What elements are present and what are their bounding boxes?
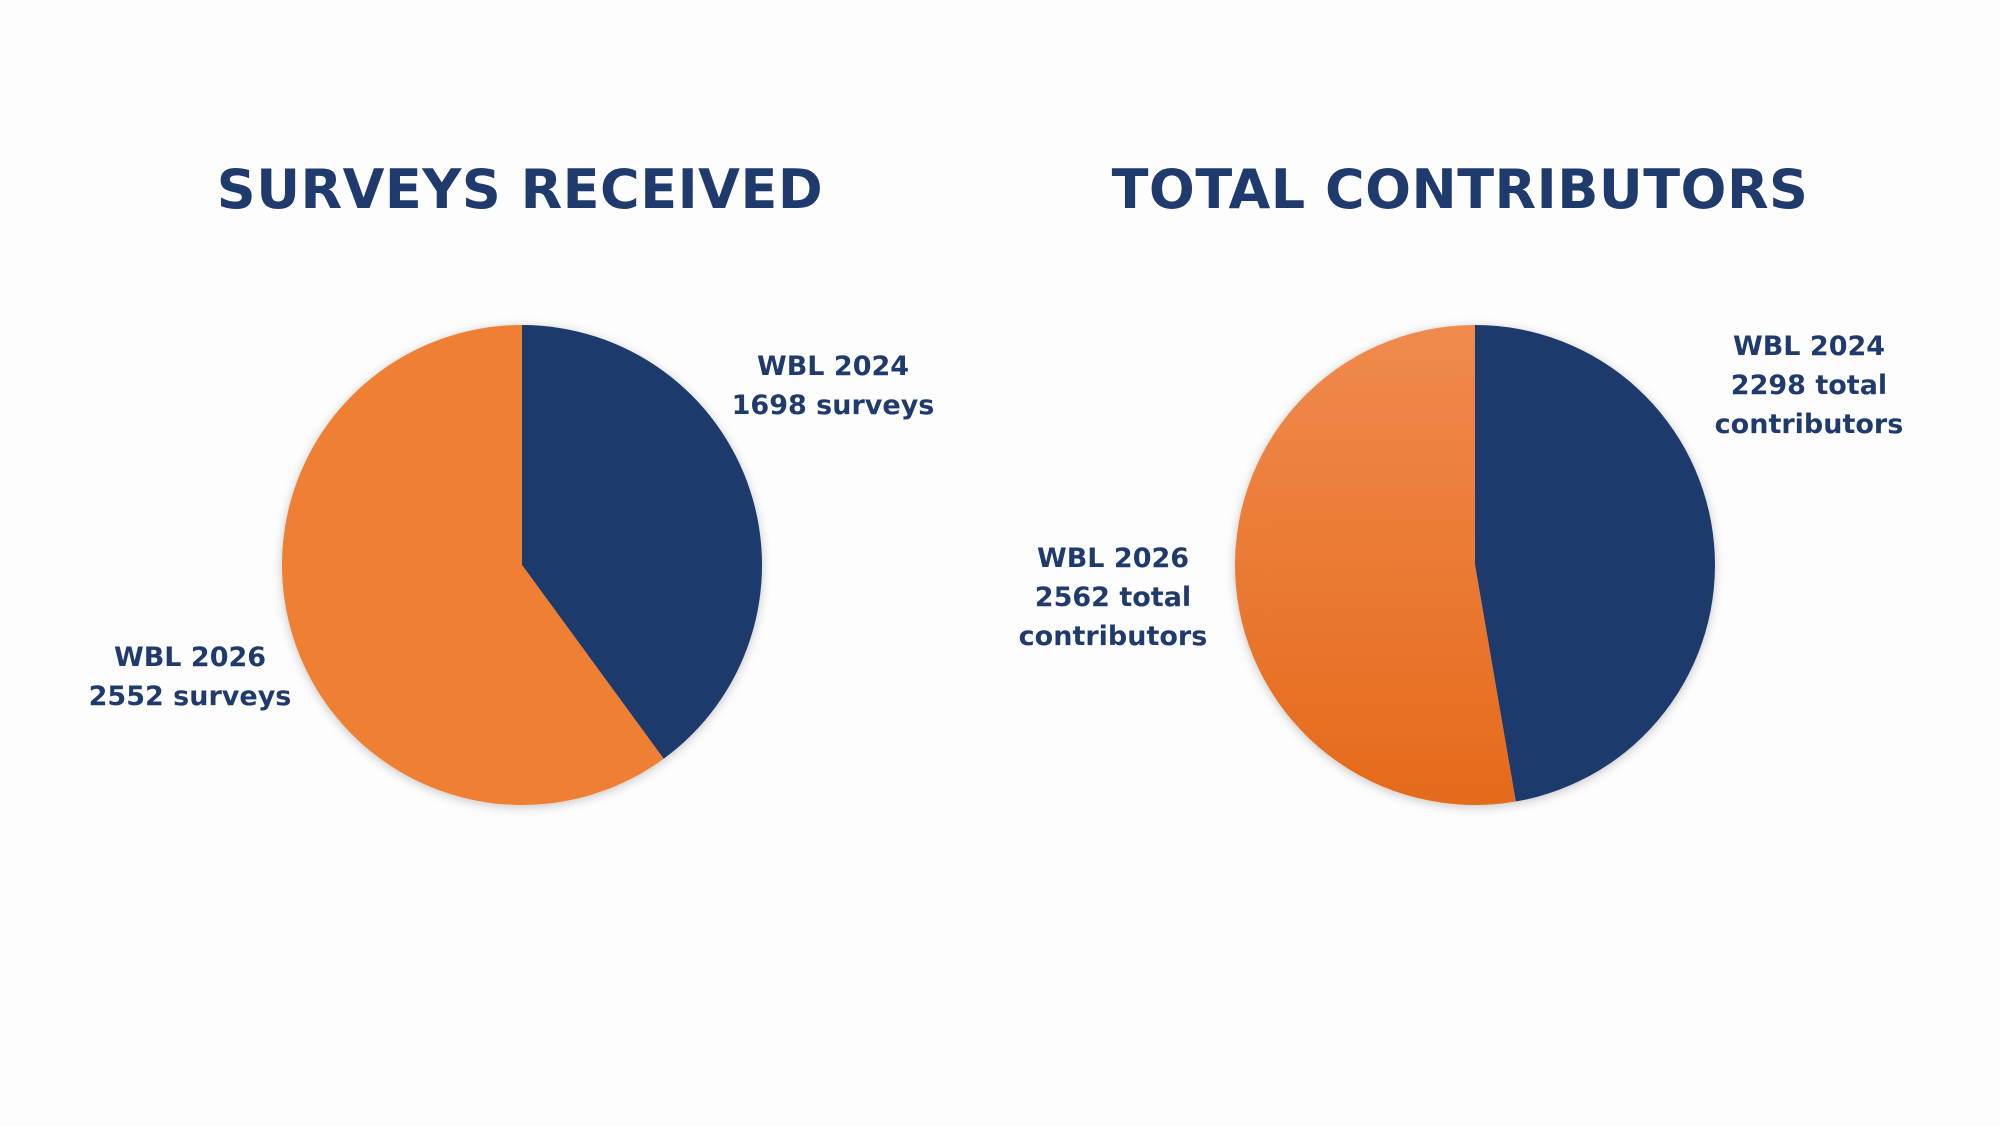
label-line: WBL 2024: [757, 351, 909, 382]
label-line: contributors: [1715, 409, 1904, 440]
label-line: WBL 2026: [114, 642, 266, 673]
pie-slice-wbl-2024-contributors: [1475, 325, 1715, 802]
label-line: 2552 surveys: [89, 681, 292, 712]
label-line: 1698 surveys: [732, 390, 935, 421]
pie-slice-wbl-2026-contributors: [1234, 324, 1516, 806]
label-line: contributors: [1019, 621, 1208, 652]
total-contributors-title: TOTAL CONTRIBUTORS: [1111, 158, 1809, 221]
label-line: WBL 2024: [1733, 331, 1885, 362]
surveys-received-title: SURVEYS RECEIVED: [216, 158, 824, 221]
pie-slice-wbl-2026-surveys: [282, 325, 664, 805]
label-line: 2562 total: [1035, 582, 1191, 613]
contributors-label-wbl-2026: WBL 2026 2562 total contributors: [1019, 543, 1208, 652]
contributors-pie: [1234, 324, 1715, 806]
label-line: WBL 2026: [1037, 543, 1189, 574]
label-line: 2298 total: [1731, 370, 1887, 401]
contributors-label-wbl-2024: WBL 2024 2298 total contributors: [1715, 331, 1904, 440]
surveys-pie: [282, 325, 763, 805]
pie-slice-wbl-2024-surveys: [522, 325, 763, 759]
surveys-label-wbl-2024: WBL 2024 1698 surveys: [732, 351, 935, 421]
surveys-label-wbl-2026: WBL 2026 2552 surveys: [89, 642, 292, 712]
